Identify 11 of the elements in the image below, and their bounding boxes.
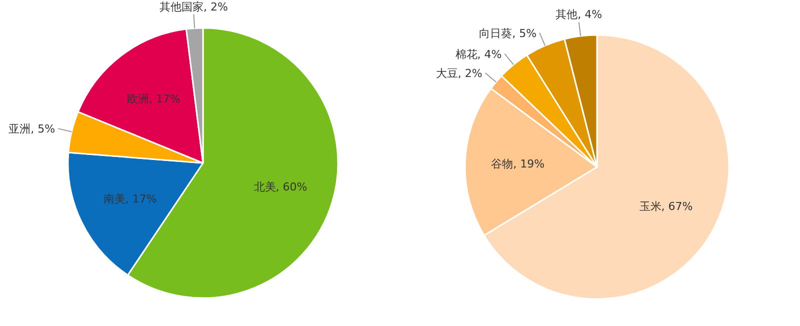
slice-label: 南美, 17%: [103, 192, 157, 206]
slice-label: 欧洲, 17%: [127, 92, 180, 106]
slice-label: 北美, 60%: [254, 180, 308, 194]
slice-label: 亚洲, 5%: [8, 122, 56, 136]
slice-label: 玉米, 67%: [639, 200, 693, 213]
slice-label: 大豆, 2%: [436, 66, 482, 80]
slice-label: 棉花, 4%: [455, 48, 502, 61]
slice-label: 其他, 4%: [556, 8, 602, 22]
slice-label: 谷物, 19%: [491, 157, 545, 170]
slice-label: 其他国家, 2%: [160, 0, 228, 14]
slice-label: 向日葵, 5%: [479, 26, 537, 40]
